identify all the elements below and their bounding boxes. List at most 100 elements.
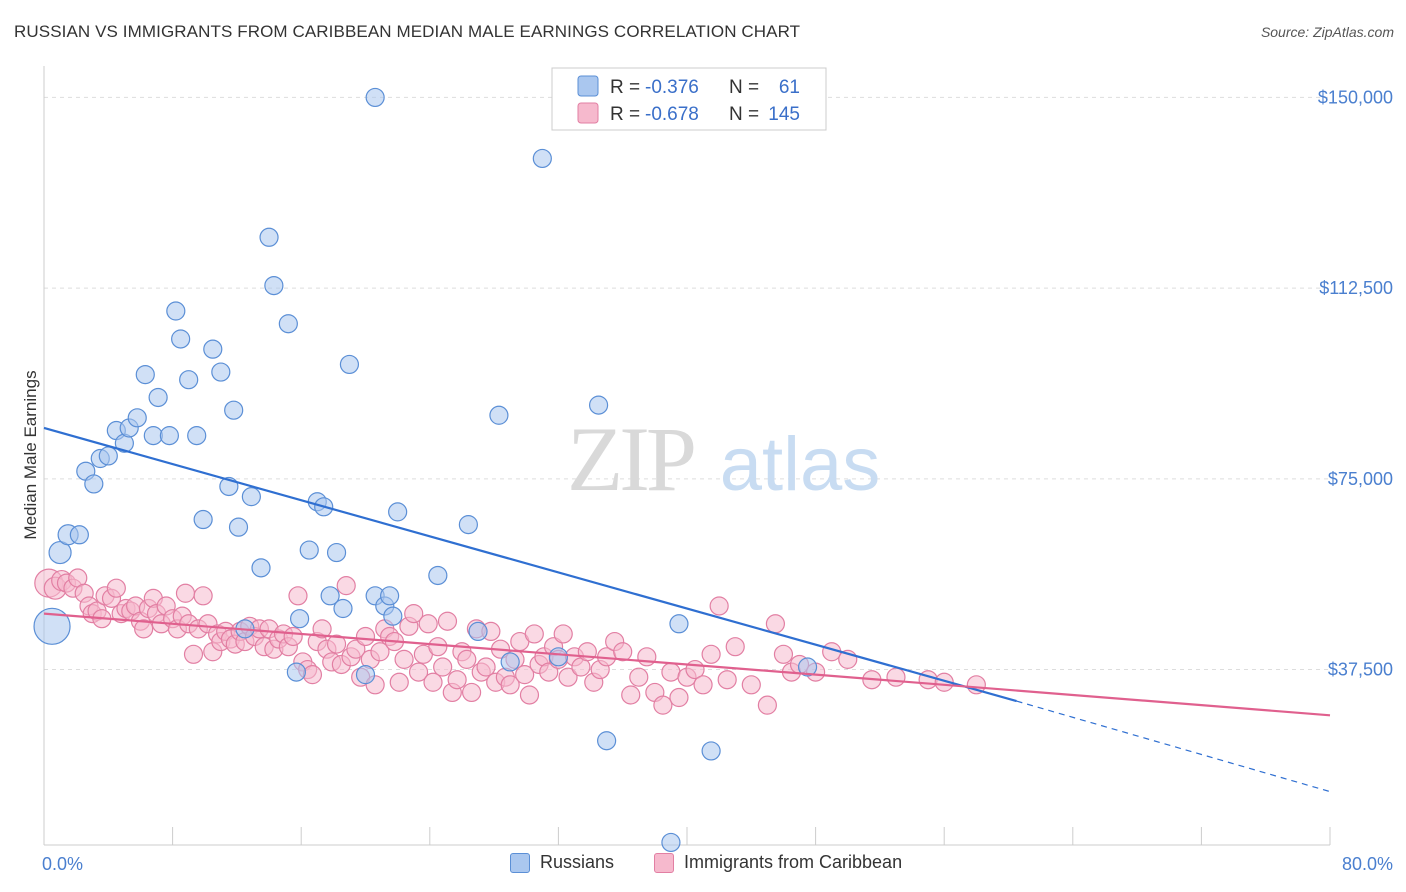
watermark-zip: ZIP: [567, 408, 694, 510]
russians-point-24: [224, 400, 244, 420]
caribbean-point-88: [461, 682, 482, 703]
source-label: Source: ZipAtlas.com: [1260, 24, 1394, 40]
caribbean-point-19: [134, 619, 154, 639]
russians-point-22: [211, 362, 231, 382]
russians-point-54: [661, 832, 681, 853]
caribbean-point-141: [886, 667, 906, 687]
y-tick-label-2: $112,500: [1319, 278, 1393, 298]
caribbean-point-32: [193, 586, 213, 606]
legend-swatch-russians: [577, 75, 599, 97]
caribbean-point-73: [389, 672, 409, 692]
caribbean-point-87: [457, 649, 477, 669]
caribbean-point-80: [423, 672, 443, 692]
caribbean-point-129: [717, 670, 737, 690]
caribbean-point-81: [428, 637, 448, 657]
russians-point-53: [597, 731, 617, 751]
russians-point-57: [797, 657, 818, 677]
caribbean-point-28: [175, 583, 196, 603]
russians-point-58: [365, 87, 385, 108]
caribbean-point-133: [765, 614, 786, 634]
caribbean-point-107: [553, 624, 573, 644]
russians-point-51: [548, 647, 569, 667]
russians-point-3: [69, 525, 89, 545]
caribbean-point-79: [418, 614, 438, 634]
caribbean-point-13: [106, 578, 126, 598]
russians-point-14: [148, 387, 168, 408]
caribbean-point-91: [476, 657, 496, 677]
caribbean-point-117: [621, 685, 641, 705]
caribbean-point-52: [288, 586, 308, 606]
caribbean-point-127: [701, 644, 721, 664]
russians-point-27: [251, 558, 271, 578]
legend-swatch-caribbean: [577, 102, 599, 124]
russians-point-33: [299, 540, 319, 560]
legend-n-label-caribbean: N =: [729, 104, 759, 125]
watermark-atlas: atlas: [720, 422, 881, 507]
russians-point-37: [333, 598, 353, 619]
russians-point-56: [701, 741, 721, 761]
caribbean-point-99: [515, 665, 535, 685]
caribbean-point-82: [433, 657, 453, 677]
russians-point-49: [500, 652, 520, 672]
trend-lines: [43, 426, 1331, 793]
russians-point-44: [388, 502, 408, 522]
legend-n-label-russians: N =: [729, 77, 759, 98]
trend-line-russians: [43, 426, 1017, 703]
legend-swatch-russians-bottom: [510, 852, 530, 873]
russians-point-26: [241, 487, 261, 507]
russians-point-30: [278, 314, 298, 334]
russians-point-28: [259, 227, 279, 247]
caribbean-point-62: [336, 576, 356, 596]
legend-label-caribbean: Immigrants from Caribbean: [684, 852, 903, 872]
russians-point-29: [264, 275, 284, 296]
legend-r-value-caribbean: -0.678: [645, 104, 699, 125]
caribbean-point-108: [558, 667, 578, 687]
y-tick-label-1: $75,000: [1328, 469, 1393, 489]
y-tick-label-3: $150,000: [1318, 87, 1393, 107]
caribbean-point-131: [741, 675, 761, 695]
caribbean-point-132: [757, 695, 777, 715]
caribbean-point-128: [709, 596, 729, 616]
russians-point-47: [468, 621, 488, 642]
russians-point-18: [179, 370, 199, 390]
chart-title: RUSSIAN VS IMMIGRANTS FROM CARIBBEAN MED…: [14, 22, 801, 41]
russians-point-36: [326, 542, 347, 563]
caribbean-point-66: [355, 626, 376, 647]
caribbean-point-116: [613, 642, 633, 662]
caribbean-point-57: [312, 619, 332, 639]
russians-point-40: [355, 665, 376, 685]
legend-n-value-russians: 61: [779, 77, 800, 98]
axes: [43, 66, 1331, 846]
russians-point-16: [166, 301, 186, 321]
caribbean-point-121: [653, 695, 673, 715]
russians-point-20: [193, 509, 213, 530]
caribbean-point-51: [283, 626, 303, 647]
y-tick-label-0: $37,500: [1328, 660, 1393, 680]
caribbean-point-30: [183, 644, 204, 664]
bottom-legend: Russians Immigrants from Caribbean: [0, 850, 1406, 878]
caribbean-point-85: [447, 670, 467, 690]
russians-point-59: [380, 586, 400, 606]
russians-point-52: [588, 395, 609, 415]
caribbean-point-69: [370, 642, 390, 662]
russians-point-13: [143, 426, 163, 446]
legend-r-label-russians: R =: [610, 77, 640, 98]
caribbean-point-123: [669, 687, 689, 708]
russians-point-15: [159, 426, 179, 446]
grid: [44, 96, 1330, 671]
trend-line-caribbean: [43, 612, 1331, 717]
y-axis-label: Median Male Earnings: [21, 370, 40, 539]
caribbean-point-101: [524, 624, 544, 644]
caribbean-point-83: [437, 611, 458, 631]
legend-r-value-russians: -0.376: [645, 77, 699, 98]
russians-point-55: [669, 614, 689, 634]
russians-point-39: [320, 586, 340, 606]
x-tick-label-1: 80.0%: [1342, 854, 1393, 874]
russians-point-21: [203, 339, 223, 359]
legend-swatch-caribbean-bottom: [654, 852, 674, 873]
caribbean-point-104: [539, 662, 559, 682]
russians-point-0: [33, 607, 71, 645]
russians-point-25: [228, 517, 249, 537]
legend-n-value-caribbean: 145: [768, 104, 800, 125]
